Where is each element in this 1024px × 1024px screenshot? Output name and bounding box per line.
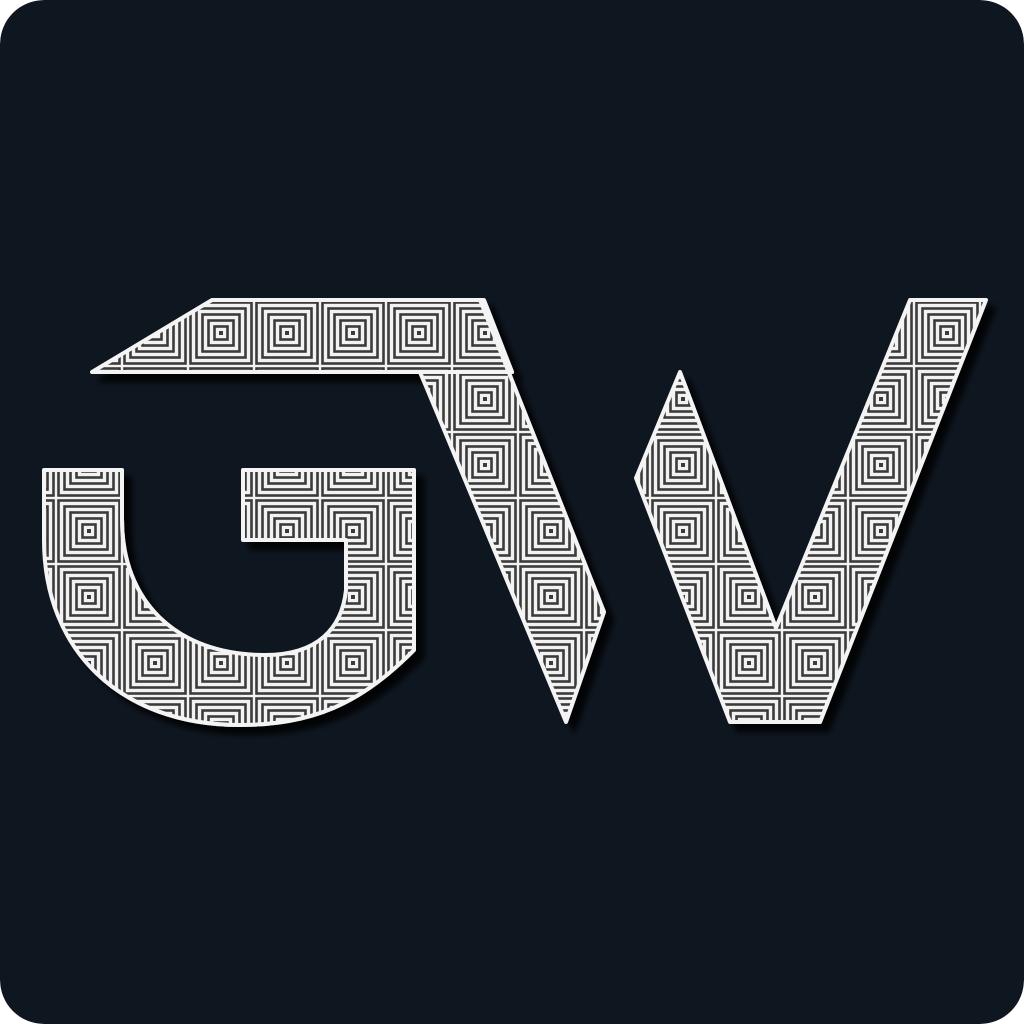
letter-g-top-bar bbox=[90, 298, 514, 374]
gw-monogram bbox=[42, 298, 988, 727]
letter-g-bowl bbox=[42, 468, 416, 727]
letter-w-left-stroke bbox=[418, 298, 606, 724]
letter-w-right-v bbox=[634, 298, 988, 724]
